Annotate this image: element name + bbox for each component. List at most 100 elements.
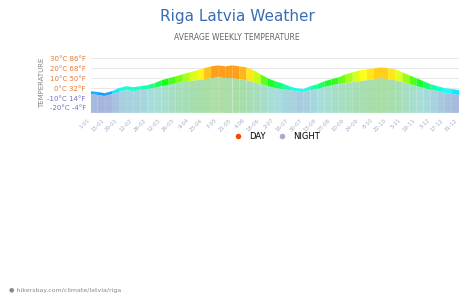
Polygon shape: [353, 81, 360, 113]
Polygon shape: [395, 80, 402, 113]
Polygon shape: [133, 90, 140, 113]
Polygon shape: [169, 83, 176, 113]
Polygon shape: [119, 86, 126, 92]
Polygon shape: [353, 70, 360, 82]
Polygon shape: [367, 79, 374, 113]
Polygon shape: [410, 75, 417, 86]
Polygon shape: [318, 81, 324, 89]
Polygon shape: [331, 84, 338, 113]
Polygon shape: [105, 91, 112, 96]
Polygon shape: [155, 80, 162, 88]
Polygon shape: [190, 80, 197, 113]
Polygon shape: [424, 88, 431, 113]
Polygon shape: [275, 88, 282, 113]
Polygon shape: [246, 67, 254, 82]
Polygon shape: [98, 92, 105, 96]
Polygon shape: [268, 86, 275, 113]
Polygon shape: [211, 77, 218, 113]
Polygon shape: [275, 81, 282, 89]
Polygon shape: [162, 78, 169, 86]
Polygon shape: [225, 65, 232, 78]
Polygon shape: [303, 86, 310, 92]
Polygon shape: [324, 79, 331, 87]
Polygon shape: [452, 89, 459, 95]
Polygon shape: [282, 83, 289, 90]
Polygon shape: [438, 86, 445, 93]
Polygon shape: [126, 90, 133, 113]
Polygon shape: [239, 66, 246, 80]
Polygon shape: [119, 90, 126, 113]
Polygon shape: [105, 94, 112, 113]
Polygon shape: [324, 85, 331, 113]
Polygon shape: [232, 65, 239, 79]
Polygon shape: [197, 79, 204, 113]
Polygon shape: [254, 70, 261, 84]
Polygon shape: [112, 92, 119, 113]
Polygon shape: [310, 89, 318, 113]
Polygon shape: [395, 69, 402, 82]
Legend: DAY, NIGHT: DAY, NIGHT: [227, 129, 323, 144]
Polygon shape: [338, 83, 346, 113]
Polygon shape: [310, 84, 318, 90]
Polygon shape: [204, 66, 211, 79]
Polygon shape: [147, 88, 155, 113]
Polygon shape: [381, 78, 388, 113]
Polygon shape: [176, 74, 183, 83]
Polygon shape: [246, 80, 254, 113]
Polygon shape: [431, 90, 438, 113]
Polygon shape: [338, 74, 346, 84]
Polygon shape: [190, 70, 197, 81]
Polygon shape: [204, 78, 211, 113]
Polygon shape: [374, 78, 381, 113]
Polygon shape: [438, 91, 445, 113]
Polygon shape: [346, 72, 353, 83]
Polygon shape: [232, 78, 239, 113]
Polygon shape: [417, 78, 424, 88]
Polygon shape: [445, 88, 452, 94]
Polygon shape: [183, 81, 190, 113]
Polygon shape: [91, 94, 98, 113]
Polygon shape: [140, 89, 147, 113]
Polygon shape: [360, 69, 367, 81]
Text: Riga Latvia Weather: Riga Latvia Weather: [160, 9, 314, 24]
Polygon shape: [402, 82, 410, 113]
Polygon shape: [410, 84, 417, 113]
Polygon shape: [374, 67, 381, 79]
Polygon shape: [445, 93, 452, 113]
Polygon shape: [218, 77, 225, 113]
Polygon shape: [91, 91, 98, 95]
Polygon shape: [155, 86, 162, 113]
Polygon shape: [225, 78, 232, 113]
Polygon shape: [112, 88, 119, 94]
Polygon shape: [452, 94, 459, 113]
Y-axis label: TEMPERATURE: TEMPERATURE: [39, 58, 45, 108]
Polygon shape: [331, 77, 338, 85]
Polygon shape: [239, 79, 246, 113]
Polygon shape: [381, 67, 388, 79]
Polygon shape: [296, 91, 303, 113]
Polygon shape: [431, 84, 438, 91]
Polygon shape: [282, 89, 289, 113]
Polygon shape: [218, 65, 225, 78]
Polygon shape: [162, 85, 169, 113]
Polygon shape: [268, 78, 275, 88]
Polygon shape: [289, 86, 296, 91]
Polygon shape: [254, 82, 261, 113]
Text: ● hikersbay.com/climate/latvia/riga: ● hikersbay.com/climate/latvia/riga: [9, 288, 122, 293]
Polygon shape: [133, 86, 140, 91]
Polygon shape: [140, 85, 147, 90]
Text: AVERAGE WEEKLY TEMPERATURE: AVERAGE WEEKLY TEMPERATURE: [174, 33, 300, 41]
Polygon shape: [98, 95, 105, 113]
Polygon shape: [126, 86, 133, 91]
Polygon shape: [147, 83, 155, 89]
Polygon shape: [296, 88, 303, 92]
Polygon shape: [261, 84, 268, 113]
Polygon shape: [402, 72, 410, 84]
Polygon shape: [346, 82, 353, 113]
Polygon shape: [367, 68, 374, 80]
Polygon shape: [261, 74, 268, 86]
Polygon shape: [318, 87, 324, 113]
Polygon shape: [289, 90, 296, 113]
Polygon shape: [176, 82, 183, 113]
Polygon shape: [211, 65, 218, 78]
